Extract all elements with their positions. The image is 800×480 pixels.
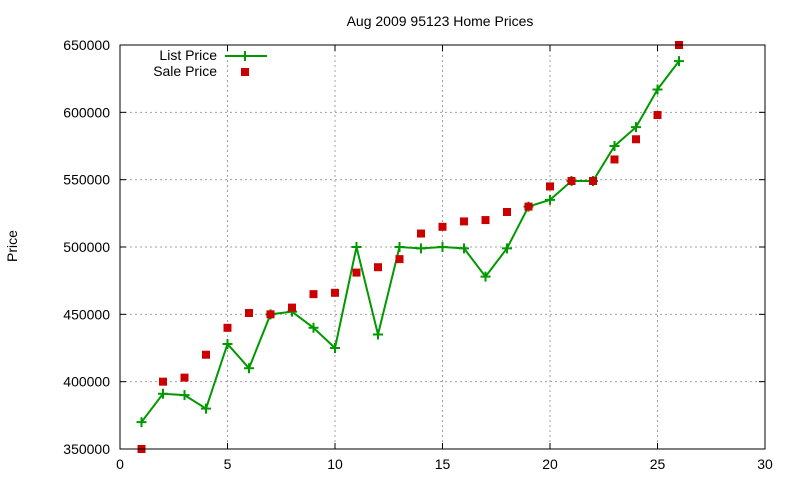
y-tick-label: 650000 <box>63 37 110 53</box>
chart-title: Aug 2009 95123 Home Prices <box>347 13 534 29</box>
data-point-list-price <box>201 403 211 414</box>
data-point-sale-price <box>589 177 597 186</box>
data-point-list-price <box>480 271 491 282</box>
data-point-list-price <box>330 343 340 353</box>
x-tick-label: 0 <box>116 456 124 472</box>
data-point-list-price <box>416 243 426 254</box>
data-point-list-price <box>308 322 319 333</box>
data-point-sale-price <box>331 288 339 297</box>
data-point-list-price <box>244 363 254 374</box>
data-point-sale-price <box>524 202 533 211</box>
data-point-sale-price <box>374 263 382 272</box>
data-point-sale-price <box>223 323 232 332</box>
data-point-sale-price <box>503 207 511 216</box>
plot-frame <box>119 44 766 450</box>
x-tick-label: 25 <box>650 456 666 472</box>
data-point-list-price <box>631 122 641 133</box>
legend-label-sale-price: Sale Price <box>153 63 217 79</box>
data-point-list-price <box>459 243 469 254</box>
legend: List Price Sale Price <box>153 47 267 79</box>
data-point-sale-price <box>460 217 468 226</box>
series-line-list-price <box>140 60 680 423</box>
x-tick-label: 10 <box>327 456 343 472</box>
data-point-list-price <box>609 141 620 151</box>
data-point-sale-price <box>309 290 318 299</box>
data-point-sale-price <box>546 182 554 191</box>
data-point-sale-price <box>202 350 210 359</box>
data-point-list-price <box>351 242 362 252</box>
legend-marker-list-price <box>240 51 250 61</box>
y-tick-label: 450000 <box>63 306 110 322</box>
data-point-sale-price <box>610 155 619 164</box>
data-point-sale-price <box>288 303 296 312</box>
x-tick-label: 20 <box>542 456 558 472</box>
y-tick-label: 350000 <box>63 441 110 457</box>
axis-ticks: 350000 400000 450000 500000 550000 600000 6500… <box>63 37 773 472</box>
legend-marker-sale-price <box>241 68 249 76</box>
data-point-sale-price <box>632 135 640 144</box>
y-tick-label: 500000 <box>63 239 110 255</box>
data-point-list-price <box>545 194 555 205</box>
x-tick-label: 30 <box>757 456 773 472</box>
data-point-list-price <box>394 242 405 252</box>
data-point-sale-price <box>245 308 253 317</box>
data-point-list-price <box>373 329 383 340</box>
legend-label-list-price: List Price <box>159 47 217 63</box>
x-tick-label: 15 <box>435 456 451 472</box>
data-point-sale-price <box>567 177 576 186</box>
data-point-list-price <box>158 388 168 399</box>
data-point-list-price <box>136 417 147 428</box>
data-point-sale-price <box>438 222 447 231</box>
y-tick-label: 550000 <box>63 172 110 188</box>
data-point-sale-price <box>352 268 361 277</box>
data-point-list-price <box>179 390 190 401</box>
data-point-sale-price <box>159 377 167 386</box>
series-list-price <box>136 56 684 428</box>
data-point-sale-price <box>395 255 404 264</box>
data-point-sale-price <box>180 373 189 382</box>
data-point-list-price <box>502 243 512 254</box>
data-point-list-price <box>652 84 663 95</box>
data-point-sale-price <box>266 310 275 319</box>
y-axis-label: Price <box>4 230 20 262</box>
data-point-list-price <box>437 242 448 252</box>
y-tick-label: 600000 <box>63 104 110 120</box>
data-point-sale-price <box>481 216 490 225</box>
data-point-sale-price <box>417 229 425 238</box>
y-tick-label: 400000 <box>63 374 110 390</box>
data-point-list-price <box>674 56 684 67</box>
x-tick-label: 5 <box>224 456 232 472</box>
data-point-list-price <box>222 338 233 349</box>
data-point-sale-price <box>653 111 662 120</box>
data-series <box>136 41 684 453</box>
